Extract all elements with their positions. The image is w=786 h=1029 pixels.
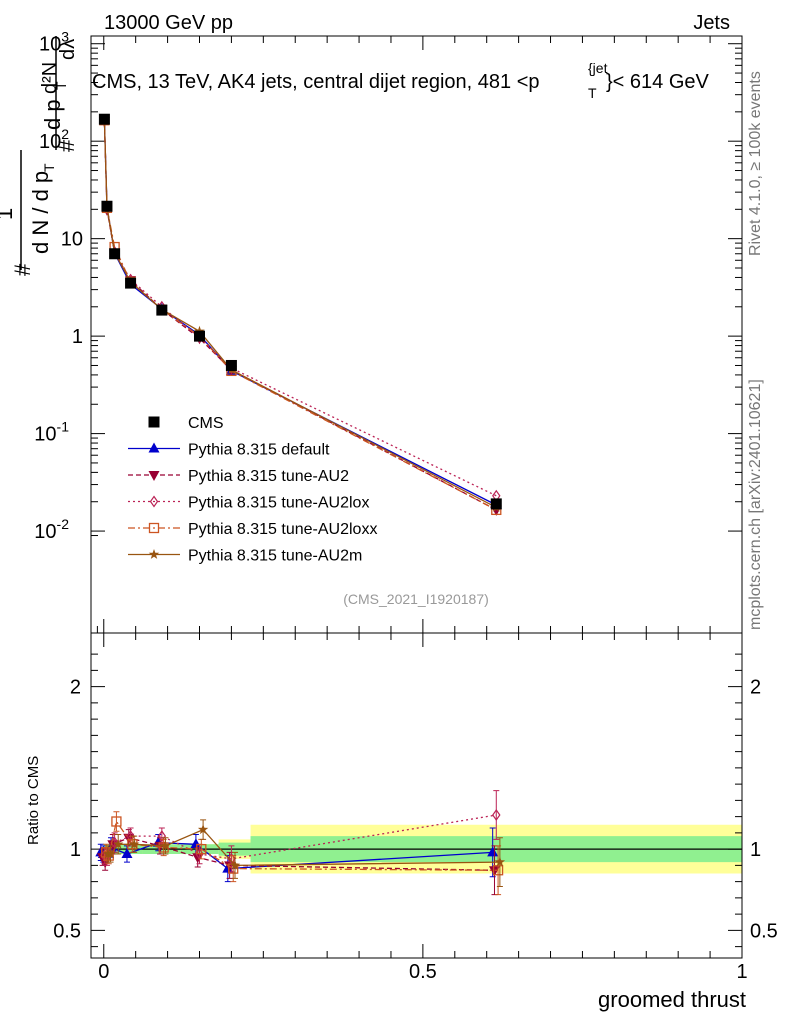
x-tick-label: 0.5 <box>409 961 437 983</box>
legend-label: CMS <box>188 415 224 432</box>
legend-label: Pythia 8.315 default <box>188 442 330 459</box>
header-left: 13000 GeV pp <box>104 12 233 34</box>
ratio-y-tick-label-right: 2 <box>750 677 761 699</box>
legend-marker-au2lox <box>149 495 159 508</box>
mcplots-label: mcplots.cern.ch [arXiv:2401.10621] <box>747 379 764 630</box>
main-plot-frame <box>90 35 743 634</box>
title-sub: T <box>588 85 597 101</box>
ratio-y-label: Ratio to CMS <box>25 756 42 845</box>
ylabel-t1: T <box>41 163 57 172</box>
legend-entry-au2: Pythia 8.315 tune-AU2 <box>128 468 349 485</box>
legend-marker-default <box>148 442 160 453</box>
legend-marker-au2 <box>148 471 160 481</box>
legend-entry-au2m: Pythia 8.315 tune-AU2m <box>128 548 362 565</box>
legend-marker-au2m <box>148 549 160 559</box>
series-cms <box>98 113 502 510</box>
x-tick-label: 0 <box>98 961 109 983</box>
data-point-cms <box>109 248 121 260</box>
main-y-tick-label: 102 <box>39 126 69 153</box>
ratio-point-au2lox <box>492 808 501 822</box>
ratio-point-au2m <box>229 859 241 870</box>
main-y-axis-label: # d N / d p T 1 # d p T d²N dλ <box>0 36 79 276</box>
ratio-point-default <box>190 838 202 849</box>
ylabel-one: 1 <box>0 208 17 220</box>
title-tail: }< 614 GeV <box>606 71 710 93</box>
legend-entry-cms: CMS <box>148 415 224 432</box>
ratio-point-au2 <box>488 866 500 877</box>
header-right: Jets <box>693 12 730 34</box>
ratio-series-group <box>95 790 506 896</box>
main-y-tick-label: 103 <box>39 29 69 56</box>
x-tick-label: 1 <box>736 961 747 983</box>
data-point-cms <box>225 359 237 371</box>
ylabel-hash1: # <box>10 263 35 276</box>
ratio-point-au2loxx <box>111 816 122 827</box>
ratio-y-tick-label: 0.5 <box>53 920 81 942</box>
ratio-point-au2 <box>192 853 204 864</box>
ratio-y-tick-label: 1 <box>70 839 81 861</box>
legend-entry-default: Pythia 8.315 default <box>128 442 330 459</box>
ratio-point-au2m <box>197 824 209 835</box>
legend: CMS Pythia 8.315 default Pythia 8.315 tune… <box>128 415 377 565</box>
ratio-series-au2m <box>102 819 506 887</box>
legend-label: Pythia 8.315 tune-AU2m <box>188 548 362 565</box>
ylabel-t2: T <box>53 81 69 90</box>
ratio-y-tick-label: 2 <box>70 677 81 699</box>
ylabel-dn: d N / d p <box>28 171 53 254</box>
ratio-axis-ticks: 0.5 0.51 12 20 0.5 1 <box>53 633 778 983</box>
main-y-tick-label: 10 <box>61 229 83 251</box>
ylabel-hash2: # <box>54 139 79 152</box>
data-point-cms <box>98 113 110 125</box>
legend-marker-au2loxx <box>148 522 160 534</box>
ratio-point-au2loxx <box>158 842 169 853</box>
data-point-cms <box>490 498 502 510</box>
ratio-point-default <box>487 846 499 857</box>
ratio-point-au2loxx <box>492 865 504 876</box>
ratio-point-au2m <box>494 856 506 867</box>
ratio-y-tick-label-right: 1 <box>750 839 761 861</box>
data-point-cms <box>125 277 137 289</box>
x-axis-label: groomed thrust <box>598 987 746 1012</box>
ylabel-dp: d p <box>40 99 65 130</box>
data-point-cms <box>156 304 168 316</box>
legend-label: Pythia 8.315 tune-AU2 <box>188 468 349 485</box>
ratio-point-au2m <box>105 848 116 859</box>
watermark: (CMS_2021_I1920187) <box>343 591 489 607</box>
main-plot-panel: 10-2 10-1 1 10 102 103 CMS, 13 TeV, AK4 jets,… <box>34 29 743 634</box>
ratio-point-default <box>121 848 133 858</box>
ylabel-d2n: d²N <box>39 62 61 94</box>
ratio-point-au2m <box>128 838 140 849</box>
ratio-point-au2loxx <box>196 843 207 855</box>
ratio-point-au2lox <box>157 830 167 843</box>
main-y-tick-label: 10-2 <box>34 516 69 543</box>
legend-marker-cms <box>148 416 160 428</box>
ratio-y-tick-label-right: 0.5 <box>750 920 778 942</box>
main-axis-ticks: 10-2 10-1 1 10 102 103 <box>34 29 743 633</box>
legend-label: Pythia 8.315 tune-AU2lox <box>188 495 369 512</box>
legend-entry-au2loxx: Pythia 8.315 tune-AU2loxx <box>128 521 377 538</box>
legend-label: Pythia 8.315 tune-AU2loxx <box>188 521 377 538</box>
data-point-cms <box>101 200 113 212</box>
ratio-point-au2m <box>160 840 171 851</box>
ratio-point-au2m <box>113 838 124 849</box>
rivet-label: Rivet 4.1.0, ≥ 100k events <box>747 71 764 256</box>
main-series-group <box>98 113 502 516</box>
data-point-cms <box>194 330 205 342</box>
ratio-plot-frame <box>90 632 743 959</box>
main-y-tick-label: 1 <box>72 326 83 348</box>
title-sup: {jet <box>588 60 608 76</box>
ratio-line-au2loxx <box>105 819 499 871</box>
ratio-plot-panel: 0.5 0.51 12 20 0.5 1 Ratio to CMS groomed thr… <box>25 632 778 1012</box>
ylabel-dl: dλ <box>57 39 79 60</box>
legend-entry-au2lox: Pythia 8.315 tune-AU2lox <box>128 495 369 512</box>
main-y-tick-label: 10-1 <box>34 419 69 446</box>
title-main: CMS, 13 TeV, AK4 jets, central dijet reg… <box>92 71 540 93</box>
plot-title: CMS, 13 TeV, AK4 jets, central dijet reg… <box>92 60 710 101</box>
